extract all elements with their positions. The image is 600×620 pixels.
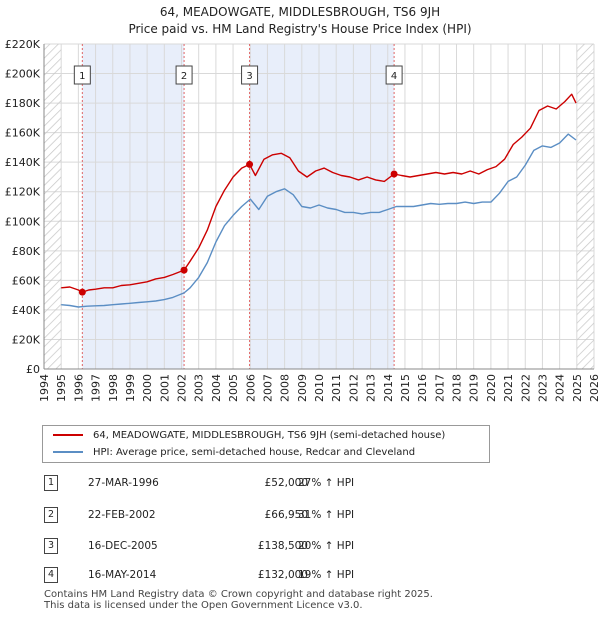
y-tick-label: £200K xyxy=(5,68,41,81)
x-tick-label: 2015 xyxy=(399,374,412,402)
y-tick-label: £140K xyxy=(5,156,41,169)
transaction-price: £52,000 xyxy=(264,477,308,489)
footer-license: This data is licensed under the Open Gov… xyxy=(44,600,363,611)
x-tick-label: 1994 xyxy=(38,374,51,402)
x-tick-label: 2001 xyxy=(158,374,171,402)
hatched-region xyxy=(576,44,594,369)
y-tick-label: £100K xyxy=(5,215,41,228)
x-tick-label: 2019 xyxy=(468,374,481,402)
transaction-number: 2 xyxy=(44,507,58,523)
y-tick-label: £40K xyxy=(12,304,41,317)
x-tick-label: 2026 xyxy=(588,374,600,402)
x-tick-label: 2006 xyxy=(244,374,257,402)
x-tick-label: 1996 xyxy=(72,374,85,402)
transaction-number: 1 xyxy=(44,475,58,491)
event-marker-label: 4 xyxy=(391,71,397,82)
chart-title: 64, MEADOWGATE, MIDDLESBROUGH, TS6 9JH xyxy=(159,5,441,19)
series-line-property xyxy=(61,93,577,293)
ownership-shade xyxy=(82,44,185,369)
hatched-region xyxy=(44,44,62,369)
transaction-hpi: 20% ↑ HPI xyxy=(298,540,355,552)
footer-copyright: Contains HM Land Registry data © Crown c… xyxy=(44,589,433,600)
transaction-date: 27-MAR-1996 xyxy=(88,477,159,489)
sale-point xyxy=(390,170,398,178)
x-tick-label: 2024 xyxy=(554,374,567,402)
y-tick-label: £0 xyxy=(26,363,40,376)
transaction-hpi: 19% ↑ HPI xyxy=(298,569,355,581)
event-marker-label: 2 xyxy=(181,71,187,82)
legend-label-property: 64, MEADOWGATE, MIDDLESBROUGH, TS6 9JH (… xyxy=(93,430,446,441)
y-tick-label: £20K xyxy=(12,333,41,346)
x-tick-label: 2017 xyxy=(433,374,446,402)
x-tick-label: 2020 xyxy=(485,374,498,402)
y-tick-label: £120K xyxy=(5,186,41,199)
event-marker-box xyxy=(241,65,259,85)
transaction-date: 16-DEC-2005 xyxy=(88,540,158,552)
x-tick-label: 2003 xyxy=(193,374,206,402)
event-marker-box xyxy=(175,65,193,85)
x-tick-label: 2012 xyxy=(347,374,360,402)
transaction-date: 22-FEB-2002 xyxy=(88,509,156,521)
x-tick-label: 2007 xyxy=(261,374,274,402)
x-tick-label: 2004 xyxy=(210,374,223,402)
x-tick-label: 2023 xyxy=(536,374,549,402)
legend-item-hpi: HPI: Average price, semi-detached house,… xyxy=(53,445,415,461)
transaction-hpi: 31% ↑ HPI xyxy=(298,509,355,521)
event-marker-box xyxy=(73,65,91,85)
series-line-hpi xyxy=(61,133,577,308)
x-tick-label: 2009 xyxy=(296,374,309,402)
transaction-price: £138,500 xyxy=(257,540,308,552)
y-tick-label: £220K xyxy=(5,38,41,51)
y-tick-label: £80K xyxy=(12,245,41,258)
x-tick-label: 2018 xyxy=(451,374,464,402)
legend-item-property: 64, MEADOWGATE, MIDDLESBROUGH, TS6 9JH (… xyxy=(53,428,445,444)
x-tick-label: 2021 xyxy=(502,374,515,402)
x-tick-label: 1997 xyxy=(90,374,103,402)
chart-subtitle: Price paid vs. HM Land Registry's House … xyxy=(128,22,472,36)
x-tick-label: 2000 xyxy=(141,374,154,402)
transaction-date: 16-MAY-2014 xyxy=(88,569,157,581)
y-tick-label: £160K xyxy=(5,127,41,140)
x-tick-label: 2022 xyxy=(519,374,532,402)
legend: 64, MEADOWGATE, MIDDLESBROUGH, TS6 9JH (… xyxy=(42,425,490,463)
legend-swatch-hpi xyxy=(53,451,83,453)
x-tick-label: 2008 xyxy=(279,374,292,402)
y-tick-label: £60K xyxy=(12,274,41,287)
sale-point xyxy=(180,266,188,274)
x-tick-label: 2011 xyxy=(330,374,343,402)
transaction-price: £66,950 xyxy=(264,509,308,521)
transaction-hpi: 27% ↑ HPI xyxy=(298,477,355,489)
x-tick-label: 1998 xyxy=(107,374,120,402)
footer: Contains HM Land Registry data © Crown c… xyxy=(44,589,433,611)
legend-swatch-property xyxy=(53,434,83,436)
x-tick-label: 1999 xyxy=(124,374,137,402)
event-marker-label: 3 xyxy=(246,71,252,82)
x-tick-label: 2010 xyxy=(313,374,326,402)
x-tick-label: 2002 xyxy=(176,374,189,402)
x-tick-label: 2016 xyxy=(416,374,429,402)
x-tick-label: 1995 xyxy=(55,374,68,402)
legend-label-hpi: HPI: Average price, semi-detached house,… xyxy=(93,447,416,458)
x-tick-label: 2005 xyxy=(227,374,240,402)
x-tick-label: 2013 xyxy=(365,374,378,402)
transaction-number: 3 xyxy=(44,538,58,554)
event-marker-box xyxy=(385,65,403,85)
sale-point xyxy=(78,288,86,296)
transaction-price: £132,000 xyxy=(257,569,308,581)
sale-point xyxy=(246,160,254,168)
y-tick-label: £180K xyxy=(5,97,41,110)
x-tick-label: 2025 xyxy=(571,374,584,402)
transaction-number: 4 xyxy=(44,567,58,583)
price-chart: 1 2 3 4 £0 £20K £40K £60K £80K £100K £120K £140K £1… xyxy=(5,38,600,402)
event-marker-label: 1 xyxy=(79,71,85,82)
x-tick-label: 2014 xyxy=(382,374,395,402)
